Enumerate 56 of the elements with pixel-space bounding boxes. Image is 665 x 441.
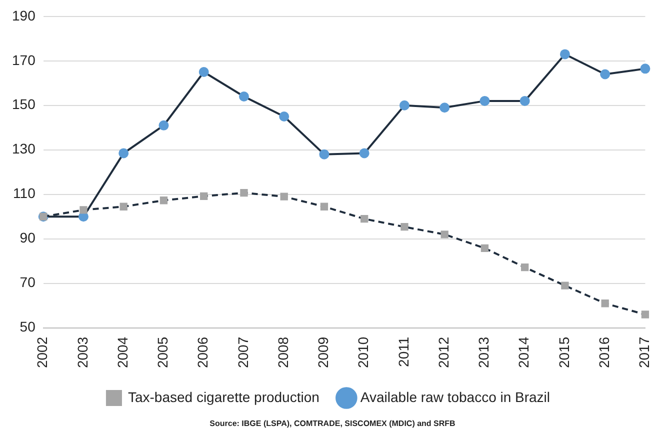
point: [120, 202, 128, 210]
x-tick-label: 2002: [34, 336, 50, 368]
point: [238, 91, 249, 102]
point: [240, 188, 248, 197]
point: [641, 310, 650, 318]
x-tick-label: 2010: [355, 336, 372, 368]
point: [319, 149, 330, 160]
y-tick-label: 70: [20, 274, 36, 290]
point: [280, 192, 288, 200]
legend-label: Tax-based cigarette production: [128, 388, 320, 405]
point: [399, 100, 410, 110]
y-tick-label: 90: [20, 230, 36, 246]
point: [400, 223, 408, 231]
legend-label: Available raw tobacco in Brazil: [360, 388, 550, 405]
x-tick-label: 2017: [636, 336, 652, 368]
point: [160, 196, 168, 204]
point: [600, 69, 610, 80]
x-tick-label: 2012: [435, 336, 452, 368]
x-tick-label: 2015: [556, 336, 572, 368]
point: [560, 49, 570, 60]
point: [198, 67, 209, 78]
point: [601, 300, 609, 308]
x-tick-label: 2016: [596, 336, 612, 368]
point: [480, 244, 489, 252]
point: [359, 148, 370, 158]
x-tick-label: 2003: [74, 336, 90, 368]
point: [640, 64, 650, 74]
x-tick-label: 2006: [194, 336, 211, 368]
y-tick-label: 170: [12, 52, 36, 68]
y-tick-label: 190: [12, 7, 36, 24]
point: [158, 120, 169, 130]
x-tick-label: 2009: [315, 336, 332, 368]
point: [520, 96, 530, 106]
x-tick-label: 2011: [395, 336, 412, 367]
x-tick-label: 2004: [114, 336, 130, 368]
x-tick-label: 2014: [516, 336, 532, 368]
point: [360, 215, 368, 223]
x-tick-label: 2005: [154, 336, 171, 368]
point: [480, 96, 490, 106]
point: [440, 102, 450, 113]
y-tick-label: 130: [12, 140, 36, 157]
point: [521, 264, 529, 272]
y-tick-label: 50: [20, 318, 36, 335]
x-tick-label: 2007: [234, 336, 251, 368]
point: [200, 192, 208, 200]
point: [80, 206, 88, 214]
x-tick-label: 2013: [476, 336, 492, 368]
x-tick-label: 2008: [274, 336, 291, 368]
point: [561, 282, 569, 290]
point: [279, 112, 290, 122]
point: [320, 202, 328, 210]
source-note: Source: IBGE (LSPA), COMTRADE, SISCOMEX (MDIC) and SRFB: [208, 419, 456, 428]
point: [440, 230, 448, 238]
y-tick-label: 150: [12, 96, 36, 112]
y-tick-label: 110: [13, 185, 36, 202]
point: [118, 148, 129, 158]
